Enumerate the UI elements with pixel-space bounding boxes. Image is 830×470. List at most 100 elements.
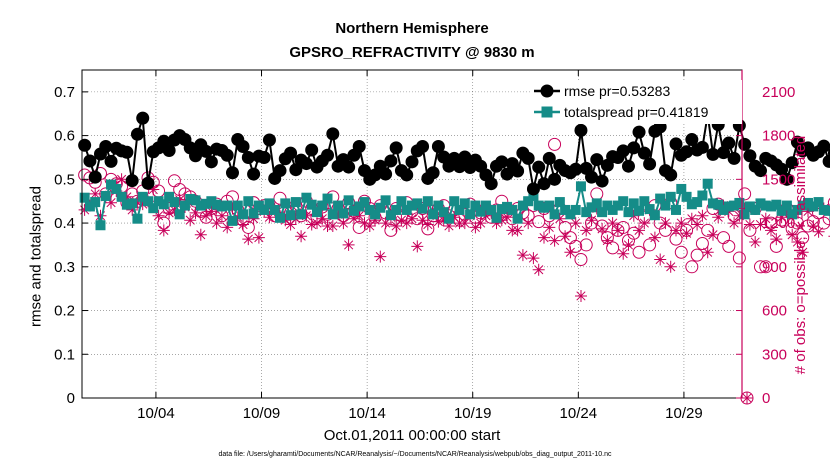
totalspread-point: [776, 205, 787, 216]
totalspread-point: [528, 190, 539, 201]
totalspread-point: [285, 210, 296, 221]
y-right-tick-label: 2100: [762, 84, 795, 101]
rmse-point: [537, 177, 551, 191]
totalspread-point: [248, 208, 259, 219]
possible-obs-marker: [273, 191, 287, 205]
totalspread-point: [808, 201, 819, 212]
totalspread-point: [639, 196, 650, 207]
totalspread-point: [581, 207, 592, 218]
totalspread-point: [385, 210, 396, 221]
assimilated-obs-marker: [548, 234, 561, 247]
totalspread-point: [79, 192, 90, 203]
totalspread-point: [486, 204, 497, 215]
totalspread-point: [739, 209, 750, 220]
rmse-point: [262, 133, 276, 147]
assimilated-obs-marker: [120, 190, 133, 203]
totalspread-point: [517, 200, 528, 211]
assimilated-obs-marker: [479, 209, 492, 222]
x-tick-label: 10/04: [137, 405, 175, 422]
totalspread-point: [143, 196, 153, 207]
rmse-point: [669, 137, 683, 151]
totalspread-point: [412, 198, 423, 209]
assimilated-obs-marker: [691, 218, 704, 231]
rmse-point: [352, 140, 366, 154]
rmse-point: [379, 167, 393, 181]
y-tick-label: 0.2: [54, 303, 75, 320]
totalspread-point: [454, 204, 465, 215]
assimilated-obs-marker: [664, 260, 677, 273]
rmse-point: [632, 125, 646, 139]
totalspread-point: [607, 204, 618, 215]
totalspread-point: [544, 200, 555, 211]
x-tick-label: 10/09: [243, 405, 281, 422]
rmse-point: [643, 157, 657, 171]
assimilated-obs-marker: [622, 238, 635, 251]
rmse-point: [685, 133, 699, 147]
rmse-point: [495, 155, 509, 169]
assimilated-obs-marker: [363, 220, 376, 232]
assimilated-obs-marker: [94, 209, 107, 222]
totalspread-point: [634, 205, 645, 216]
possible-obs-marker: [722, 239, 736, 253]
totalspread-point: [153, 196, 164, 207]
legend-swatch-rmse: [534, 84, 560, 98]
totalspread-point: [428, 209, 439, 220]
rmse-point: [532, 160, 546, 174]
totalspread-point: [364, 204, 375, 215]
legend-entry-rmse: rmse pr=0.53283: [532, 81, 742, 101]
possible-obs-marker: [738, 187, 752, 201]
assimilated-obs-marker: [659, 217, 672, 230]
totalspread-point: [116, 191, 127, 202]
totalspread-point: [570, 204, 581, 215]
assimilated-obs-marker: [326, 220, 339, 232]
assimilated-obs-marker: [136, 198, 149, 211]
assimilated-obs-marker: [590, 202, 603, 215]
totalspread-point: [322, 193, 333, 204]
totalspread-point: [660, 200, 671, 211]
rmse-point: [574, 123, 588, 137]
assimilated-obs-marker: [617, 247, 630, 260]
totalspread-point: [697, 190, 708, 201]
possible-obs-marker: [685, 260, 699, 274]
assimilated-obs-marker: [416, 214, 429, 227]
assimilated-obs-marker: [495, 214, 508, 227]
rmse-point: [500, 167, 514, 181]
totalspread-point: [459, 198, 470, 209]
assimilated-obs-marker: [670, 224, 682, 237]
assimilated-obs-marker: [126, 203, 139, 216]
assimilated-obs-marker: [406, 212, 418, 225]
assimilated-obs-marker: [765, 224, 777, 237]
x-tick-label: 10/14: [348, 405, 386, 422]
rmse-point: [141, 176, 155, 190]
assimilated-obs-marker: [163, 206, 176, 219]
totalspread-point: [396, 196, 407, 207]
assimilated-obs-marker: [738, 202, 751, 215]
possible-obs-marker: [632, 245, 646, 259]
rmse-point: [162, 143, 176, 157]
assimilated-obs-marker: [749, 236, 762, 248]
axis-layer: 10/04 10/09 10/14 10/19 10/24 10/29 0 0.1 0.2 0.3…: [54, 70, 795, 422]
rmse-point: [822, 154, 830, 168]
assimilated-obs-marker: [316, 212, 329, 225]
rmse-point: [458, 150, 472, 164]
rmse-point: [521, 151, 535, 165]
assimilated-obs-marker: [458, 217, 471, 230]
assimilated-obs-marker: [332, 208, 345, 221]
rmse-point: [753, 164, 767, 178]
y-tick-label: 0.6: [54, 128, 75, 145]
rmse-point: [637, 146, 651, 160]
assimilated-obs-marker: [685, 212, 698, 225]
rmse-point: [722, 136, 736, 150]
assimilated-obs-marker: [538, 231, 550, 244]
rmse-point: [785, 156, 799, 170]
rmse-point: [83, 154, 97, 168]
rmse-point: [775, 162, 789, 176]
totalspread-point: [280, 198, 291, 209]
possible-obs-marker: [695, 236, 709, 250]
assimilated-obs-marker: [157, 224, 170, 237]
rmse-point: [326, 127, 340, 141]
totalspread-point: [253, 200, 264, 211]
y-right-tick-label: 1800: [762, 128, 795, 145]
totalspread-point: [649, 210, 660, 221]
